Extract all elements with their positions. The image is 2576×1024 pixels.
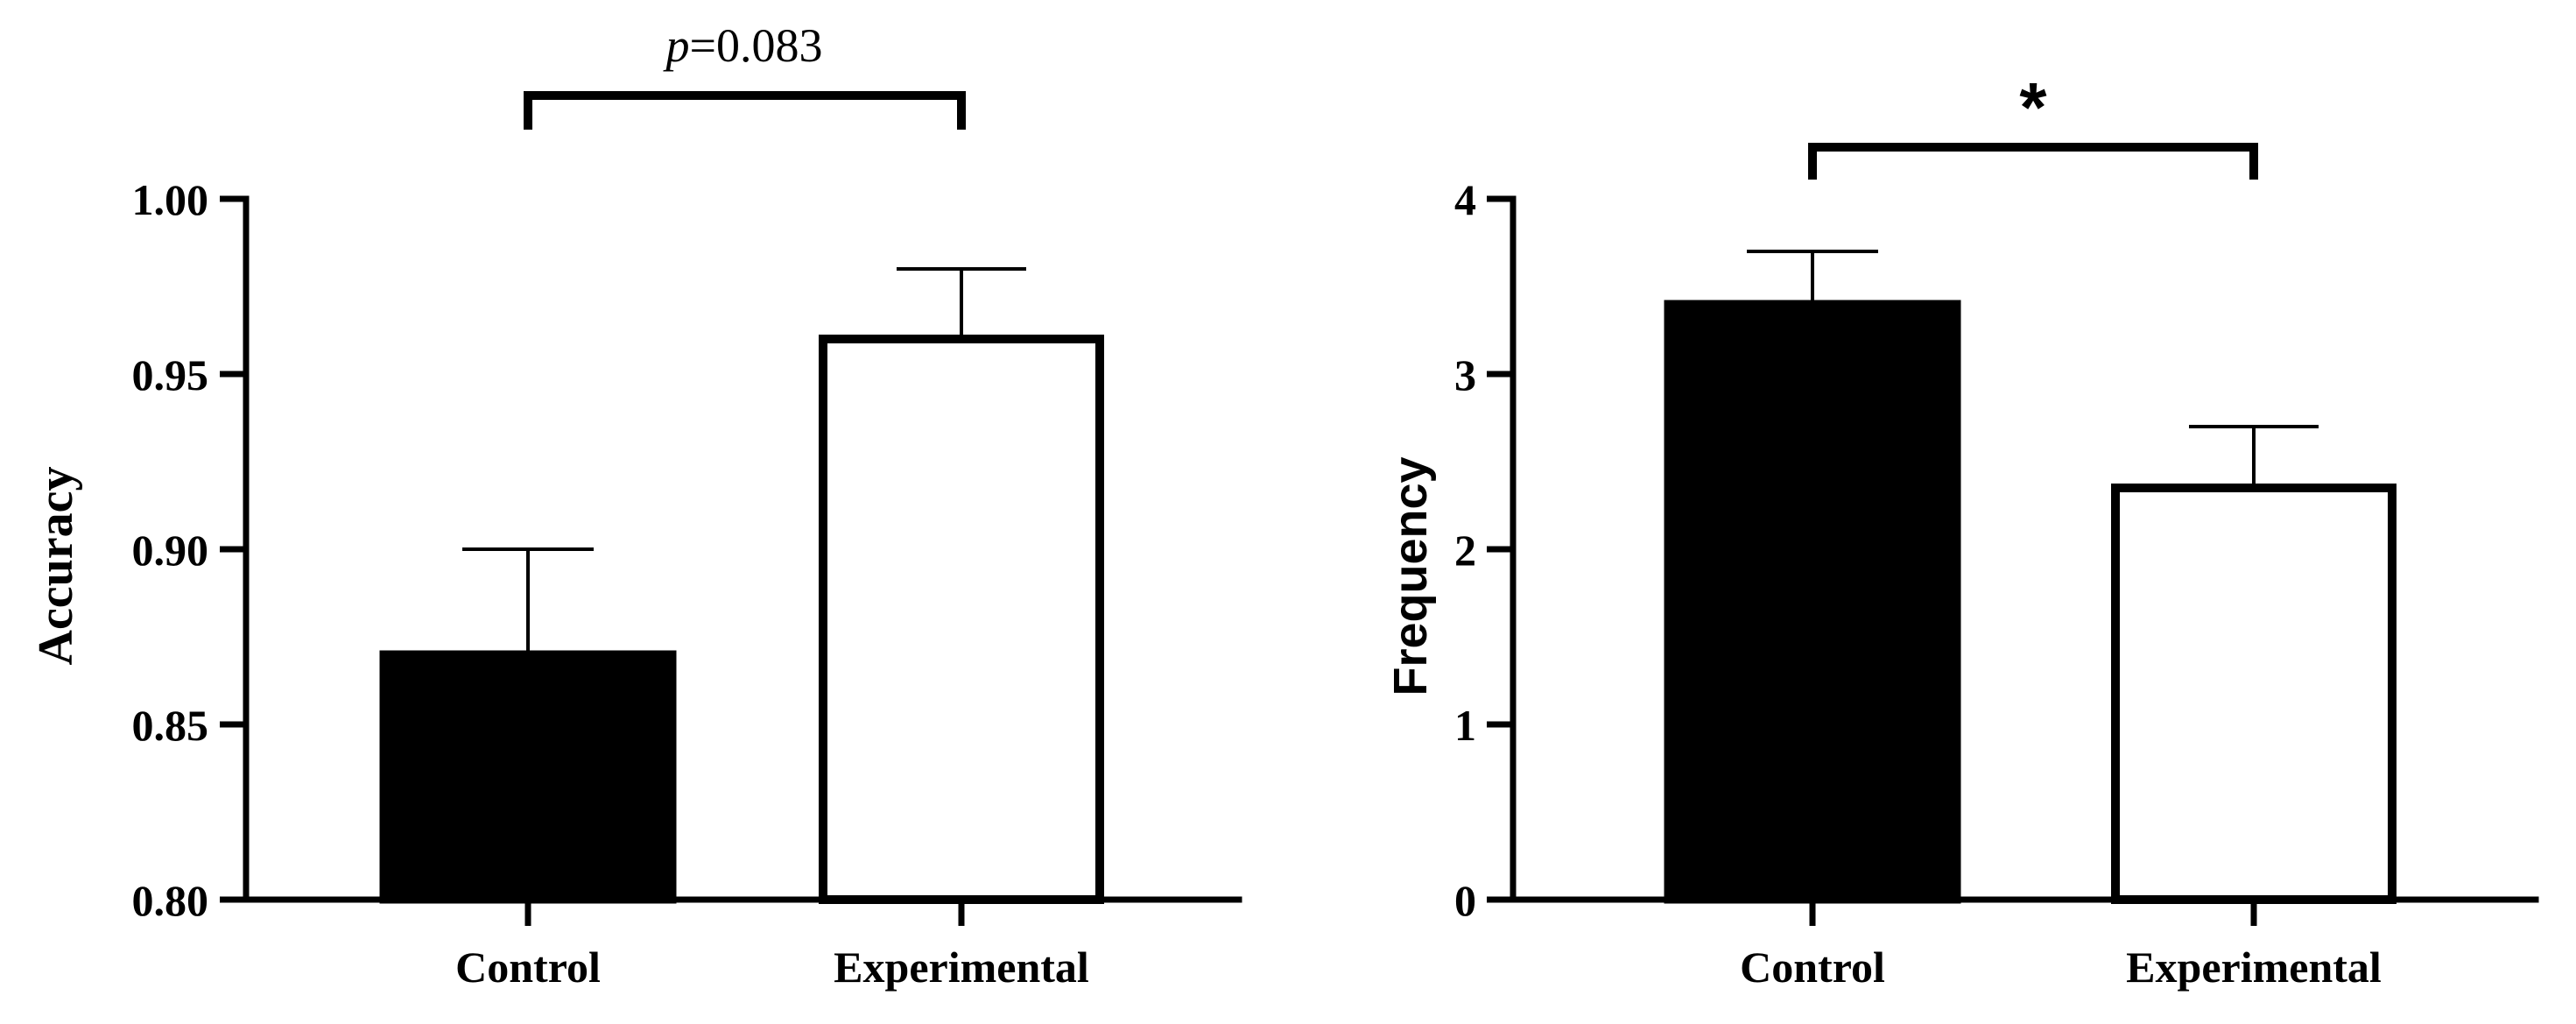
- significance-bracket-accuracy: [524, 91, 966, 130]
- significance-star: *: [2019, 68, 2047, 146]
- y-axis-label-frequency: Frequency: [1384, 456, 1437, 696]
- x-tick-label-accuracy-experimental: Experimental: [834, 943, 1089, 992]
- y-tick-label-accuracy: 1.00: [132, 175, 209, 224]
- x-tick-label-frequency-experimental: Experimental: [2126, 943, 2382, 992]
- y-tick-label-frequency: 2: [1454, 526, 1476, 575]
- y-tick-label-accuracy: 0.95: [132, 350, 209, 399]
- y-tick-label-accuracy: 0.80: [132, 876, 209, 925]
- x-tick-label-frequency-control: Control: [1740, 943, 1885, 992]
- y-tick-label-accuracy: 0.90: [132, 526, 209, 575]
- y-tick-label-frequency: 4: [1454, 175, 1476, 224]
- p-value-symbol: p: [663, 19, 690, 72]
- p-value-annotation: p=0.083: [663, 19, 823, 72]
- y-ticks-accuracy: [220, 195, 246, 903]
- bar-frequency-experimental: [2111, 484, 2397, 904]
- y-tick-label-frequency: 0: [1454, 876, 1476, 925]
- x-tick-label-accuracy-control: Control: [455, 943, 601, 992]
- y-ticks-frequency: [1487, 195, 1513, 903]
- y-tick-labels-frequency: 0 1 2 3 4: [1454, 175, 1476, 925]
- y-tick-labels-accuracy: 0.80 0.85 0.90 0.95 1.00: [132, 175, 209, 925]
- bar-accuracy-experimental: [819, 335, 1104, 904]
- chart-frequency: Frequency 0 1 2 3 4 Control Experimen: [1384, 68, 2539, 992]
- y-tick-label-frequency: 3: [1454, 350, 1476, 399]
- significance-bracket-frequency: [1808, 143, 2258, 180]
- y-tick-label-frequency: 1: [1454, 701, 1476, 750]
- bar-frequency-control: [1664, 300, 1961, 904]
- y-axis-label-accuracy: Accuracy: [29, 466, 83, 665]
- y-tick-label-accuracy: 0.85: [132, 701, 209, 750]
- p-value-text: =0.083: [690, 19, 823, 72]
- bar-accuracy-control: [379, 650, 677, 904]
- chart-accuracy: Accuracy 0.80 0.85 0.90 0.95 1.00 Contro…: [29, 19, 1242, 992]
